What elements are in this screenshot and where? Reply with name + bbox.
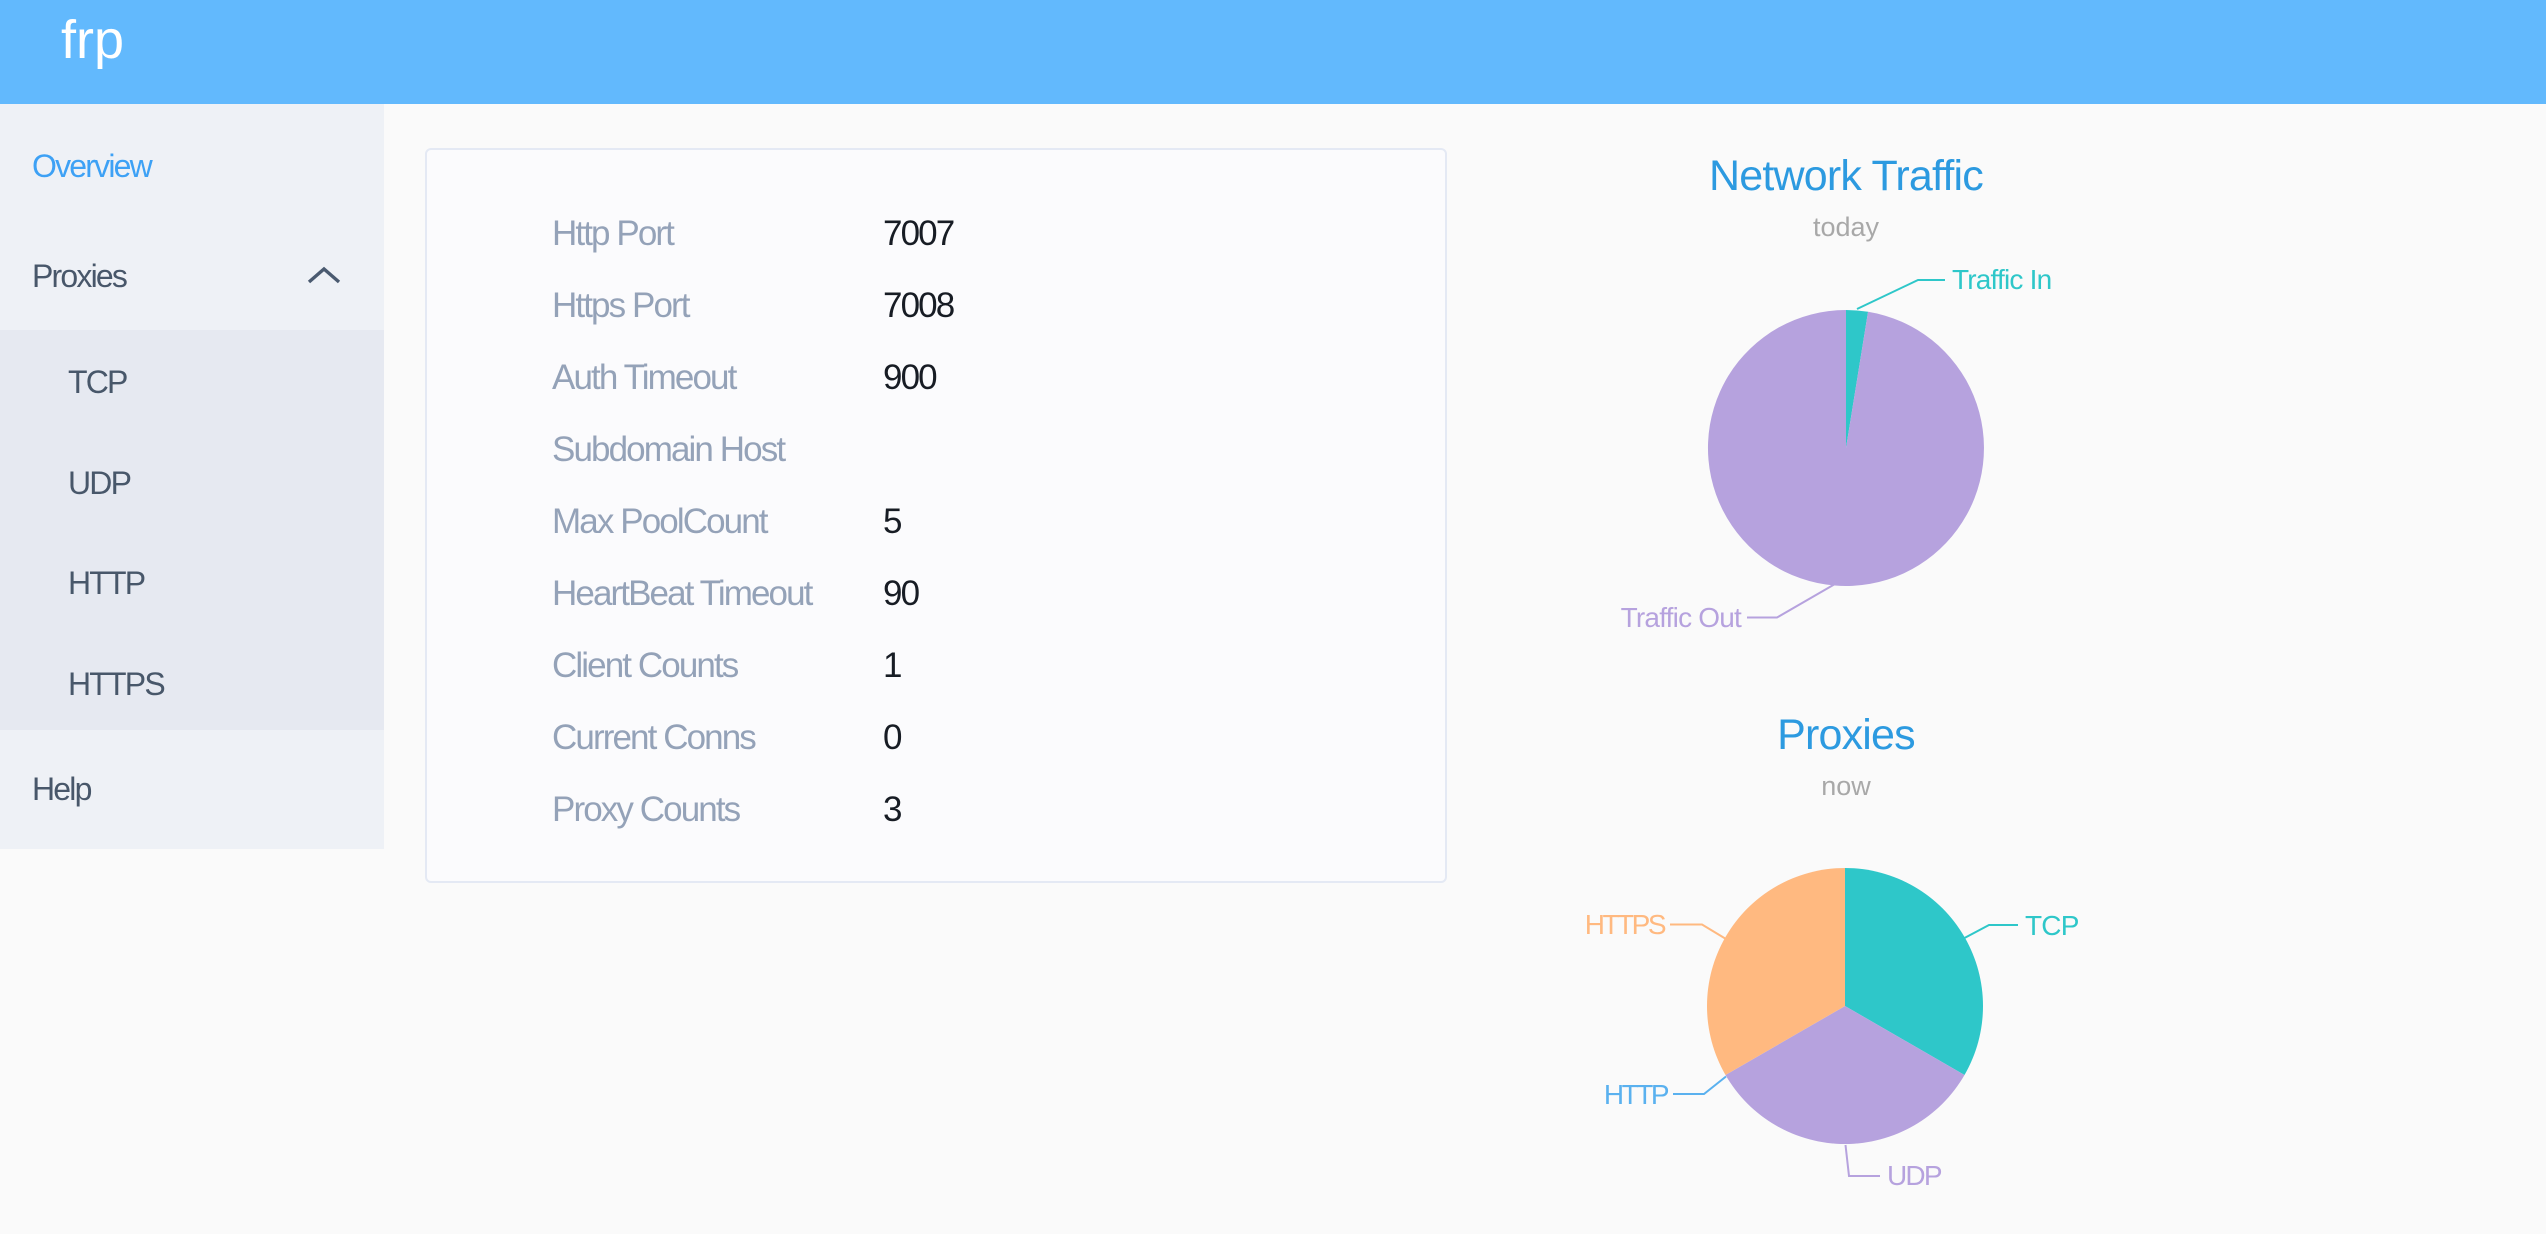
svg-text:Traffic Out: Traffic Out xyxy=(1621,602,1742,633)
svg-text:HTTP: HTTP xyxy=(1604,1079,1669,1110)
svg-text:HTTPS: HTTPS xyxy=(1585,909,1666,940)
svg-text:Traffic In: Traffic In xyxy=(1952,264,2051,295)
svg-text:TCP: TCP xyxy=(2025,910,2079,941)
svg-text:UDP: UDP xyxy=(1887,1160,1942,1191)
